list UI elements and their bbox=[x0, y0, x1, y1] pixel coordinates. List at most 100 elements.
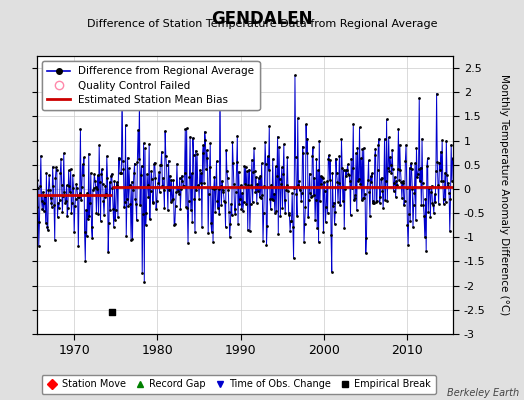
Point bbox=[171, 221, 179, 227]
Point bbox=[230, 181, 238, 188]
Point bbox=[272, 172, 281, 179]
Point bbox=[31, 86, 39, 93]
Point bbox=[178, 177, 187, 184]
Point bbox=[348, 165, 357, 172]
Point bbox=[189, 135, 197, 141]
Point bbox=[319, 229, 328, 235]
Point bbox=[270, 190, 278, 197]
Point bbox=[54, 204, 63, 211]
Point bbox=[170, 222, 178, 228]
Point bbox=[280, 141, 288, 147]
Point bbox=[105, 220, 113, 226]
Point bbox=[132, 201, 140, 207]
Point bbox=[86, 170, 95, 176]
Point bbox=[107, 309, 116, 316]
Point bbox=[372, 146, 380, 152]
Point bbox=[426, 214, 434, 220]
Point bbox=[84, 150, 93, 157]
Point bbox=[321, 219, 330, 226]
Point bbox=[173, 188, 182, 194]
Point bbox=[46, 187, 54, 194]
Point bbox=[224, 187, 233, 193]
Point bbox=[317, 180, 325, 187]
Point bbox=[137, 163, 146, 169]
Point bbox=[298, 190, 306, 196]
Point bbox=[101, 182, 110, 189]
Point bbox=[199, 149, 207, 156]
Point bbox=[435, 160, 443, 166]
Point bbox=[417, 201, 425, 208]
Point bbox=[402, 142, 410, 148]
Point bbox=[134, 127, 142, 133]
Point bbox=[358, 146, 366, 152]
Point bbox=[163, 184, 171, 190]
Point bbox=[45, 172, 53, 178]
Point bbox=[443, 182, 452, 189]
Point bbox=[121, 199, 129, 206]
Point bbox=[374, 142, 383, 148]
Point bbox=[364, 177, 372, 184]
Point bbox=[124, 202, 133, 209]
Point bbox=[223, 168, 231, 174]
Point bbox=[65, 183, 73, 189]
Point bbox=[269, 197, 278, 203]
Point bbox=[404, 242, 412, 248]
Point bbox=[287, 218, 295, 224]
Point bbox=[325, 152, 333, 158]
Point bbox=[282, 187, 290, 193]
Point bbox=[57, 156, 65, 162]
Point bbox=[298, 143, 307, 150]
Point bbox=[97, 171, 105, 177]
Point bbox=[277, 180, 285, 187]
Point bbox=[384, 165, 392, 172]
Point bbox=[112, 207, 120, 213]
Point bbox=[434, 182, 442, 188]
Point bbox=[243, 168, 251, 174]
Point bbox=[184, 197, 193, 204]
Point bbox=[184, 240, 192, 246]
Point bbox=[142, 210, 150, 216]
Point bbox=[106, 206, 114, 213]
Point bbox=[73, 194, 82, 200]
Point bbox=[407, 166, 416, 172]
Point bbox=[291, 153, 300, 160]
Point bbox=[94, 172, 102, 178]
Point bbox=[297, 198, 305, 204]
Point bbox=[181, 126, 190, 132]
Point bbox=[135, 156, 143, 162]
Point bbox=[82, 207, 90, 213]
Point bbox=[80, 229, 89, 235]
Point bbox=[373, 198, 381, 204]
Point bbox=[163, 207, 172, 214]
Point bbox=[433, 159, 442, 165]
Point bbox=[129, 186, 137, 193]
Point bbox=[231, 206, 239, 213]
Point bbox=[285, 212, 293, 218]
Point bbox=[420, 213, 428, 220]
Point bbox=[159, 187, 168, 193]
Point bbox=[40, 199, 49, 206]
Point bbox=[260, 183, 269, 189]
Point bbox=[58, 182, 66, 188]
Point bbox=[352, 150, 361, 156]
Text: Berkeley Earth: Berkeley Earth bbox=[446, 388, 519, 398]
Point bbox=[71, 196, 80, 202]
Point bbox=[88, 224, 96, 231]
Point bbox=[363, 184, 372, 191]
Point bbox=[368, 170, 376, 177]
Point bbox=[109, 206, 117, 212]
Point bbox=[241, 181, 249, 187]
Point bbox=[332, 155, 340, 162]
Point bbox=[202, 166, 210, 172]
Point bbox=[312, 156, 321, 162]
Point bbox=[336, 202, 344, 208]
Point bbox=[91, 178, 99, 184]
Point bbox=[292, 190, 301, 197]
Point bbox=[36, 183, 45, 190]
Point bbox=[414, 166, 423, 173]
Point bbox=[330, 200, 338, 206]
Point bbox=[245, 166, 253, 173]
Point bbox=[203, 147, 211, 153]
Point bbox=[387, 162, 395, 168]
Point bbox=[225, 209, 233, 215]
